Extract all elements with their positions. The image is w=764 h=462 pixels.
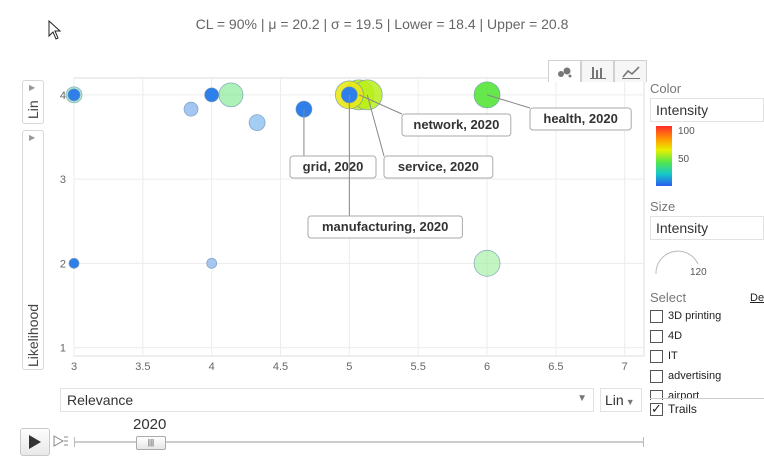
- data-bubble[interactable]: [183, 101, 199, 117]
- color-label: Color: [650, 81, 682, 96]
- y-tick-label: 4: [60, 90, 66, 102]
- bubble-label: manufacturing, 2020: [322, 219, 448, 234]
- size-legend-max: 120: [690, 267, 707, 278]
- y-tick-label: 1: [60, 343, 66, 355]
- label-leader-line: [358, 94, 403, 115]
- slider-start-mark: [74, 437, 75, 447]
- label-leader-line: [486, 94, 531, 109]
- data-bubble[interactable]: [248, 114, 266, 132]
- checkbox[interactable]: [650, 309, 663, 323]
- dropdown-arrow-icon: ▼: [625, 397, 635, 407]
- x-tick-label: 4: [209, 361, 215, 373]
- chart-type-tabs: [548, 60, 647, 82]
- select-item[interactable]: advertising: [650, 366, 764, 386]
- time-slider-thumb[interactable]: |||: [136, 436, 166, 450]
- bubble-label: service, 2020: [398, 159, 479, 174]
- checkbox[interactable]: [650, 329, 663, 343]
- select-item-label: airport: [668, 390, 700, 400]
- select-item-label: IT: [668, 350, 678, 362]
- size-label: Size: [650, 199, 676, 214]
- select-item[interactable]: 4D: [650, 326, 764, 346]
- x-tick-label: 3: [71, 361, 77, 373]
- select-item[interactable]: airport: [650, 386, 764, 400]
- x-tick-label: 5: [346, 361, 352, 373]
- y-tick-label: 3: [60, 174, 66, 186]
- x-tick-label: 6: [484, 361, 490, 373]
- x-tick-label: 3.5: [135, 361, 150, 373]
- trails-checkbox[interactable]: [650, 401, 663, 417]
- select-list: 3D printing 4D IT advertising airport: [650, 306, 764, 400]
- x-scale-label: Lin: [605, 392, 624, 408]
- y-scale-label: Lin: [25, 100, 41, 119]
- expand-arrow-icon: ▶: [29, 83, 36, 92]
- data-bubble[interactable]: [204, 87, 220, 103]
- time-slider-year: 2020: [133, 416, 167, 433]
- select-item-label: 4D: [668, 330, 683, 342]
- select-item[interactable]: 3D printing: [650, 306, 764, 326]
- size-legend-icon: [655, 250, 699, 275]
- trails-label: Trails: [668, 402, 697, 416]
- select-item-label: 3D printing: [668, 310, 722, 322]
- bubble-label-box[interactable]: [307, 215, 463, 239]
- trails-toggle[interactable]: Trails: [650, 401, 697, 417]
- bubble-label-box[interactable]: [401, 113, 512, 137]
- color-legend-bar: [656, 126, 672, 186]
- y-scale-toggle[interactable]: ▶ Lin: [22, 80, 44, 124]
- data-bubble[interactable]: [68, 257, 80, 269]
- speed-control-icon[interactable]: [53, 432, 69, 450]
- confidence-stats-text: CL = 90% | μ = 20.2 | σ = 19.5 | Lower =…: [195, 16, 569, 32]
- bubble-label-box[interactable]: [289, 155, 377, 179]
- checkbox[interactable]: [650, 369, 663, 383]
- bubble-label: grid, 2020: [303, 159, 364, 174]
- bubble-label-box[interactable]: [529, 107, 632, 131]
- play-icon: [29, 435, 41, 449]
- y-metric-selector[interactable]: ▶ Likelihood: [22, 130, 44, 370]
- x-scale-selector[interactable]: Lin ▼: [600, 388, 642, 412]
- dropdown-arrow-icon: ▼: [577, 393, 587, 404]
- data-bubble[interactable]: [67, 88, 81, 102]
- x-tick-label: 5.5: [411, 361, 426, 373]
- bubble-label: network, 2020: [413, 117, 499, 132]
- checkbox[interactable]: [650, 349, 663, 363]
- play-button[interactable]: [20, 428, 50, 456]
- y-metric-label: Likelihood: [25, 303, 41, 367]
- bar-chart-icon[interactable]: [581, 60, 614, 82]
- color-legend-max: 100: [678, 126, 695, 137]
- bubble-label: health, 2020: [543, 111, 617, 126]
- x-tick-label: 7: [622, 361, 628, 373]
- select-label: Select: [650, 290, 687, 305]
- x-metric-label: Relevance: [67, 392, 134, 408]
- select-item-label: advertising: [668, 370, 722, 382]
- time-slider-track[interactable]: [74, 441, 644, 443]
- expand-arrow-icon: ▶: [29, 133, 36, 142]
- mouse-cursor-icon: [48, 20, 62, 40]
- bubble-label-box[interactable]: [383, 155, 494, 179]
- select-item[interactable]: IT: [650, 346, 764, 366]
- x-tick-label: 4.5: [273, 361, 288, 373]
- size-selector[interactable]: Intensity: [650, 216, 764, 240]
- label-leader-line: [366, 94, 385, 157]
- data-bubble[interactable]: [473, 81, 501, 109]
- checkbox[interactable]: [650, 389, 663, 400]
- y-tick-label: 2: [60, 258, 66, 270]
- line-chart-icon[interactable]: [614, 60, 647, 82]
- data-bubble[interactable]: [473, 249, 501, 277]
- slider-end-mark: [643, 437, 644, 447]
- data-bubble[interactable]: [206, 257, 218, 269]
- select-scrollbar[interactable]: [650, 398, 764, 399]
- deselect-link[interactable]: De: [750, 292, 764, 304]
- data-bubble[interactable]: [218, 82, 244, 108]
- color-legend-mid: 50: [678, 154, 690, 165]
- bubble-chart-icon[interactable]: [548, 60, 581, 82]
- x-tick-label: 6.5: [548, 361, 563, 373]
- color-selector[interactable]: Intensity: [650, 98, 764, 122]
- x-metric-selector[interactable]: Relevance ▼: [60, 388, 594, 412]
- bubble-chart: 3 3.5 4 4.5 5 5.5 6 6.5 7 1 2 3 4 grid, 2020 manufactu…: [60, 77, 645, 373]
